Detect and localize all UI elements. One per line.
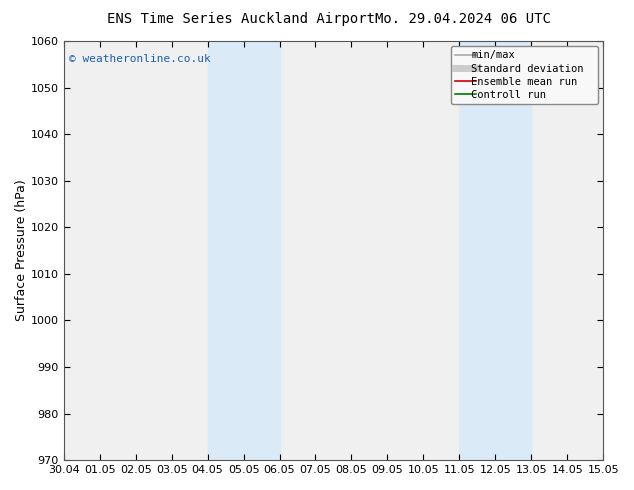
Y-axis label: Surface Pressure (hPa): Surface Pressure (hPa) (15, 180, 28, 321)
Legend: min/max, Standard deviation, Ensemble mean run, Controll run: min/max, Standard deviation, Ensemble me… (451, 46, 598, 104)
Text: ENS Time Series Auckland Airport: ENS Time Series Auckland Airport (107, 12, 375, 26)
Bar (207, 41, 280, 460)
Text: Mo. 29.04.2024 06 UTC: Mo. 29.04.2024 06 UTC (375, 12, 551, 26)
Bar (460, 41, 531, 460)
Text: © weatheronline.co.uk: © weatheronline.co.uk (69, 53, 211, 64)
